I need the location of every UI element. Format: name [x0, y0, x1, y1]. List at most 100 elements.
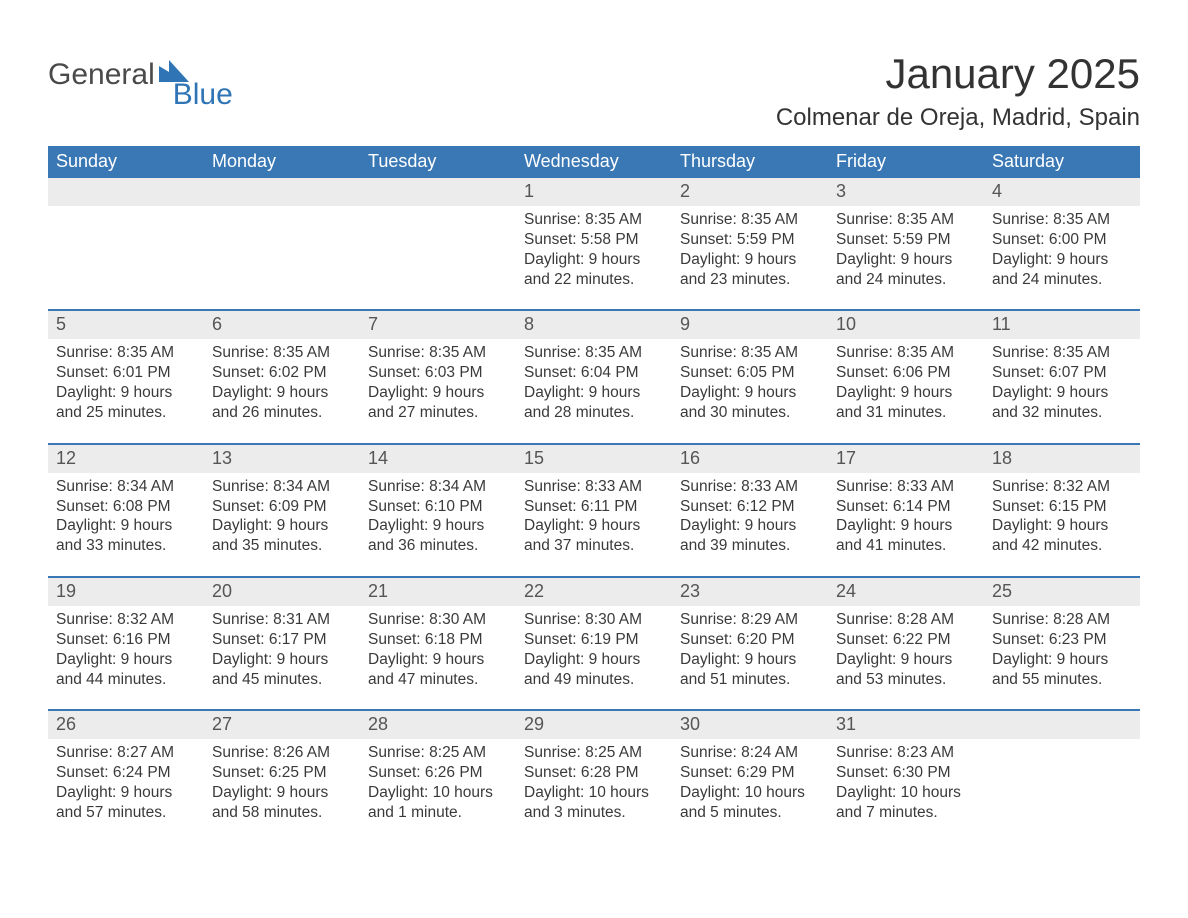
sunrise-text: Sunrise: 8:34 AM	[56, 477, 196, 497]
calendar-cell: 16Sunrise: 8:33 AMSunset: 6:12 PMDayligh…	[672, 445, 828, 560]
daylight-text: Daylight: 9 hours and 49 minutes.	[524, 650, 664, 690]
sunrise-text: Sunrise: 8:33 AM	[524, 477, 664, 497]
daylight-text: Daylight: 9 hours and 39 minutes.	[680, 516, 820, 556]
sunset-text: Sunset: 6:16 PM	[56, 630, 196, 650]
calendar-cell: 20Sunrise: 8:31 AMSunset: 6:17 PMDayligh…	[204, 578, 360, 693]
sunset-text: Sunset: 6:18 PM	[368, 630, 508, 650]
daylight-text: Daylight: 9 hours and 53 minutes.	[836, 650, 976, 690]
sunset-text: Sunset: 6:11 PM	[524, 497, 664, 517]
daylight-text: Daylight: 9 hours and 24 minutes.	[992, 250, 1132, 290]
daylight-text: Daylight: 9 hours and 35 minutes.	[212, 516, 352, 556]
daylight-text: Daylight: 9 hours and 42 minutes.	[992, 516, 1132, 556]
day-number	[984, 711, 1140, 739]
day-number: 26	[48, 711, 204, 739]
daylight-text: Daylight: 9 hours and 30 minutes.	[680, 383, 820, 423]
brand-word1: General	[48, 58, 155, 92]
calendar-cell: 1Sunrise: 8:35 AMSunset: 5:58 PMDaylight…	[516, 178, 672, 293]
sunrise-text: Sunrise: 8:35 AM	[992, 343, 1132, 363]
daylight-text: Daylight: 10 hours and 5 minutes.	[680, 783, 820, 823]
daylight-text: Daylight: 9 hours and 36 minutes.	[368, 516, 508, 556]
calendar-cell: 28Sunrise: 8:25 AMSunset: 6:26 PMDayligh…	[360, 711, 516, 826]
sunrise-text: Sunrise: 8:35 AM	[992, 210, 1132, 230]
sunrise-text: Sunrise: 8:28 AM	[992, 610, 1132, 630]
day-number: 2	[672, 178, 828, 206]
sunset-text: Sunset: 6:05 PM	[680, 363, 820, 383]
sunset-text: Sunset: 5:58 PM	[524, 230, 664, 250]
day-number: 14	[360, 445, 516, 473]
day-number: 30	[672, 711, 828, 739]
daylight-text: Daylight: 9 hours and 26 minutes.	[212, 383, 352, 423]
calendar-cell: 31Sunrise: 8:23 AMSunset: 6:30 PMDayligh…	[828, 711, 984, 826]
day-number: 1	[516, 178, 672, 206]
calendar-cell: 29Sunrise: 8:25 AMSunset: 6:28 PMDayligh…	[516, 711, 672, 826]
daylight-text: Daylight: 9 hours and 58 minutes.	[212, 783, 352, 823]
sunset-text: Sunset: 6:29 PM	[680, 763, 820, 783]
weekday-label: Tuesday	[360, 146, 516, 178]
weekday-header: Sunday Monday Tuesday Wednesday Thursday…	[48, 146, 1140, 178]
day-number: 29	[516, 711, 672, 739]
calendar-cell: 17Sunrise: 8:33 AMSunset: 6:14 PMDayligh…	[828, 445, 984, 560]
sunrise-text: Sunrise: 8:28 AM	[836, 610, 976, 630]
day-number: 17	[828, 445, 984, 473]
daylight-text: Daylight: 9 hours and 45 minutes.	[212, 650, 352, 690]
calendar-cell: 11Sunrise: 8:35 AMSunset: 6:07 PMDayligh…	[984, 311, 1140, 426]
daylight-text: Daylight: 9 hours and 44 minutes.	[56, 650, 196, 690]
day-number: 6	[204, 311, 360, 339]
day-number	[204, 178, 360, 206]
sunset-text: Sunset: 6:09 PM	[212, 497, 352, 517]
day-number: 21	[360, 578, 516, 606]
calendar-cell: 24Sunrise: 8:28 AMSunset: 6:22 PMDayligh…	[828, 578, 984, 693]
header: General Blue January 2025 Colmenar de Or…	[48, 50, 1140, 132]
day-number: 16	[672, 445, 828, 473]
calendar-week: 19Sunrise: 8:32 AMSunset: 6:16 PMDayligh…	[48, 576, 1140, 709]
calendar-cell: 2Sunrise: 8:35 AMSunset: 5:59 PMDaylight…	[672, 178, 828, 293]
brand-logo: General Blue	[48, 50, 251, 92]
weeks-container: 1 Sunrise: 8:35 AM Sunset: 5:58 PM Daylight…	[48, 178, 1140, 843]
calendar-cell: 22Sunrise: 8:30 AMSunset: 6:19 PMDayligh…	[516, 578, 672, 693]
day-number: 18	[984, 445, 1140, 473]
title-block: January 2025 Colmenar de Oreja, Madrid, …	[776, 50, 1140, 132]
sunset-text: Sunset: 6:30 PM	[836, 763, 976, 783]
daylight-text: Daylight: 9 hours and 37 minutes.	[524, 516, 664, 556]
sunrise-text: Sunrise: 8:30 AM	[524, 610, 664, 630]
sunrise-text: Sunrise: 8:35 AM	[836, 210, 976, 230]
sunset-text: Sunset: 6:04 PM	[524, 363, 664, 383]
sunrise-text: Sunrise: 8:35 AM	[680, 343, 820, 363]
page-title: January 2025	[776, 50, 1140, 98]
sunrise-text: Sunrise: 8:33 AM	[680, 477, 820, 497]
calendar-cell: 19Sunrise: 8:32 AMSunset: 6:16 PMDayligh…	[48, 578, 204, 693]
sunset-text: Sunset: 6:19 PM	[524, 630, 664, 650]
calendar-cell: 12Sunrise: 8:34 AMSunset: 6:08 PMDayligh…	[48, 445, 204, 560]
sunset-text: Sunset: 6:26 PM	[368, 763, 508, 783]
weekday-label: Friday	[828, 146, 984, 178]
day-number: 25	[984, 578, 1140, 606]
calendar-week: 26Sunrise: 8:27 AMSunset: 6:24 PMDayligh…	[48, 709, 1140, 842]
daylight-text: Daylight: 10 hours and 3 minutes.	[524, 783, 664, 823]
sunset-text: Sunset: 6:01 PM	[56, 363, 196, 383]
calendar-week: 5Sunrise: 8:35 AMSunset: 6:01 PMDaylight…	[48, 309, 1140, 442]
daylight-text: Daylight: 9 hours and 28 minutes.	[524, 383, 664, 423]
sunrise-text: Sunrise: 8:35 AM	[56, 343, 196, 363]
day-number: 15	[516, 445, 672, 473]
calendar-cell	[48, 178, 204, 293]
sunset-text: Sunset: 6:10 PM	[368, 497, 508, 517]
day-number: 4	[984, 178, 1140, 206]
day-number	[360, 178, 516, 206]
sunrise-text: Sunrise: 8:35 AM	[212, 343, 352, 363]
daylight-text: Daylight: 9 hours and 31 minutes.	[836, 383, 976, 423]
sunset-text: Sunset: 6:00 PM	[992, 230, 1132, 250]
day-number	[48, 178, 204, 206]
calendar-cell: 8Sunrise: 8:35 AMSunset: 6:04 PMDaylight…	[516, 311, 672, 426]
sunset-text: Sunset: 6:07 PM	[992, 363, 1132, 383]
day-number: 19	[48, 578, 204, 606]
day-number: 10	[828, 311, 984, 339]
calendar-cell: 3Sunrise: 8:35 AMSunset: 5:59 PMDaylight…	[828, 178, 984, 293]
sunrise-text: Sunrise: 8:25 AM	[524, 743, 664, 763]
daylight-text: Daylight: 9 hours and 24 minutes.	[836, 250, 976, 290]
day-number: 28	[360, 711, 516, 739]
sunset-text: Sunset: 6:15 PM	[992, 497, 1132, 517]
daylight-text: Daylight: 9 hours and 47 minutes.	[368, 650, 508, 690]
daylight-text: Daylight: 9 hours and 51 minutes.	[680, 650, 820, 690]
sunset-text: Sunset: 6:24 PM	[56, 763, 196, 783]
sunrise-text: Sunrise: 8:26 AM	[212, 743, 352, 763]
